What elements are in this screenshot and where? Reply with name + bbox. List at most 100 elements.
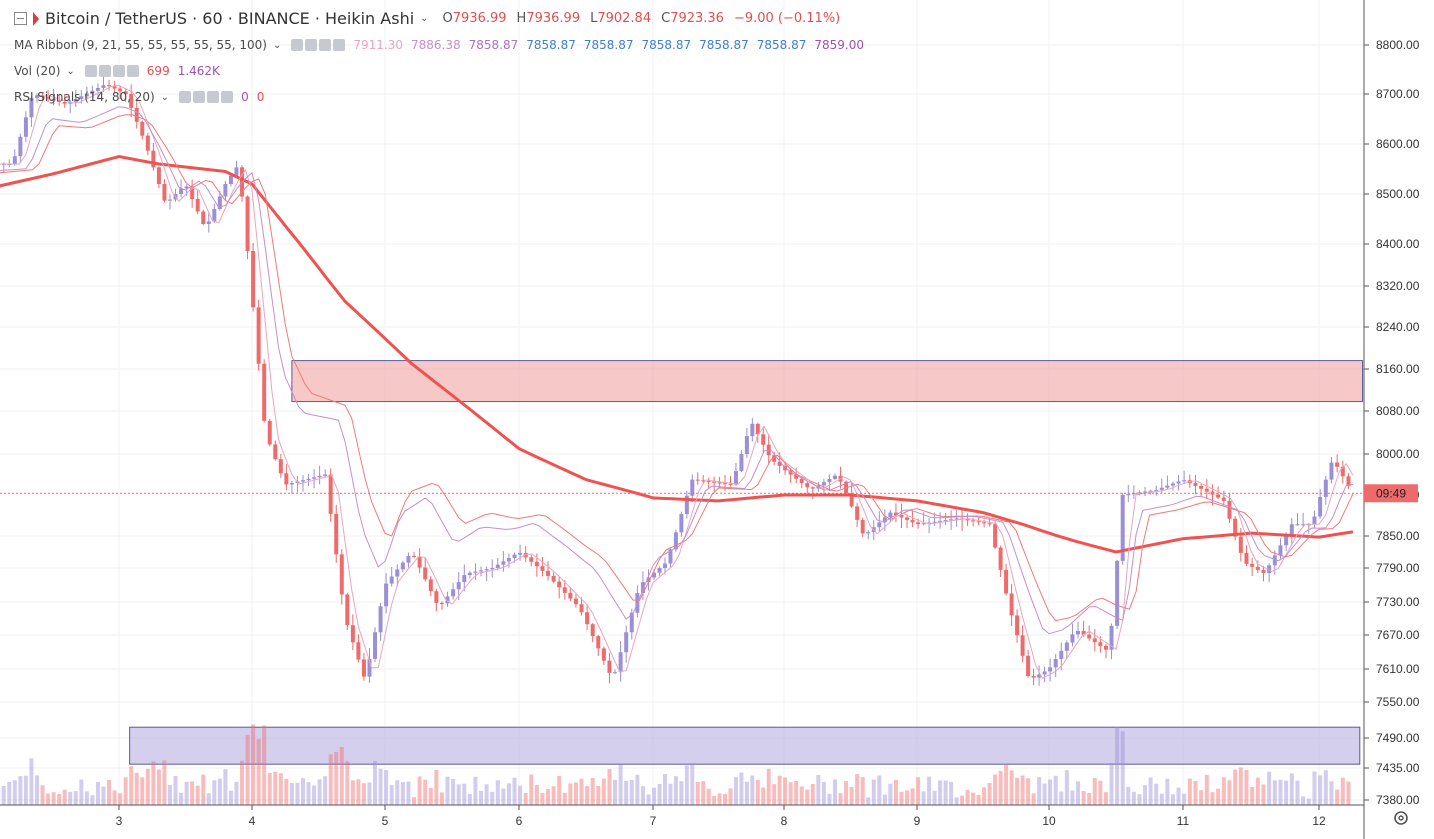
volume-bar [29, 758, 34, 805]
collapse-icon[interactable] [14, 12, 27, 25]
visibility-icon[interactable] [291, 39, 304, 51]
ohlc-l: L7902.84 [590, 11, 652, 26]
candle-body [1335, 462, 1340, 467]
volume-bar [739, 772, 744, 805]
volume-bar [877, 775, 882, 805]
visibility-icon[interactable] [179, 91, 192, 103]
price-tick-label: 7550.00 [1376, 695, 1420, 709]
indicator-tools[interactable] [291, 39, 346, 51]
chevron-down-icon[interactable]: ⌄ [272, 39, 282, 51]
chevron-down-icon[interactable]: ⌄ [66, 65, 75, 77]
candle-body [618, 652, 623, 673]
indicator-tools[interactable] [84, 65, 139, 77]
candle-body [640, 582, 645, 594]
volume-bar [107, 779, 112, 805]
settings-icon[interactable] [98, 65, 111, 77]
volume-bar [635, 774, 640, 805]
price-tick-label: 8800.00 [1376, 38, 1420, 52]
price-tick-label: 8080.00 [1376, 404, 1420, 418]
indicator-name[interactable]: MA Ribbon (9, 21, 55, 55, 55, 55, 55, 10… [14, 38, 267, 52]
volume-bar [1170, 794, 1175, 805]
volume-bar [1329, 781, 1334, 805]
volume-bar [1306, 798, 1311, 805]
visibility-icon[interactable] [84, 65, 97, 77]
candle-body [810, 487, 815, 489]
settings-icon[interactable] [193, 91, 206, 103]
indicator-name[interactable]: Vol (20) [14, 64, 61, 78]
indicator-value: 7886.38 [410, 38, 461, 52]
volume-bar [783, 777, 788, 805]
candle-body [151, 150, 156, 168]
volume-bar [400, 782, 405, 805]
source-icon[interactable] [112, 65, 125, 77]
volume-bar [744, 781, 749, 805]
candle-body [679, 514, 684, 533]
volume-bar [712, 795, 717, 805]
price-tick-label: 7380.00 [1376, 793, 1420, 807]
candle-body [267, 420, 272, 445]
volume-bar [34, 775, 39, 805]
candle-body [663, 563, 668, 568]
candle-body [361, 659, 366, 677]
indicator-legend[interactable]: Vol (20) ⌄ 699 1.462K [14, 64, 220, 78]
candle-body [1148, 490, 1153, 492]
candle-body [551, 575, 556, 582]
price-tick-label: 7730.00 [1376, 595, 1420, 609]
gear-icon[interactable] [1394, 811, 1408, 825]
volume-bar [663, 774, 668, 805]
candle-body [733, 471, 738, 485]
volume-bar [982, 787, 987, 805]
indicator-legend[interactable]: MA Ribbon (9, 21, 55, 55, 55, 55, 55, 10… [14, 38, 864, 52]
indicator-legend[interactable]: RSI Signals (14, 80, 20) ⌄ 0 0 [14, 90, 264, 104]
volume-bar [927, 776, 932, 805]
settings-icon[interactable] [305, 39, 318, 51]
volume-bar [1004, 764, 1009, 805]
volume-bar [506, 783, 511, 805]
source-icon[interactable] [319, 39, 332, 51]
candle-body [1238, 536, 1243, 553]
exchange-logo-icon [33, 11, 39, 26]
chevron-down-icon[interactable]: ⌄ [420, 13, 429, 24]
indicator-name[interactable]: RSI Signals (14, 80, 20) [14, 90, 155, 104]
candle-body [184, 186, 189, 189]
volume-bar [118, 793, 123, 805]
symbol-header[interactable]: Bitcoin / TetherUS · 60 · BINANCE · Heik… [14, 9, 840, 28]
volume-bar [596, 785, 601, 805]
candle-body [893, 512, 898, 516]
candle-body [761, 434, 766, 445]
indicator-tools[interactable] [179, 91, 234, 103]
symbol-title[interactable]: Bitcoin / TetherUS · 60 · BINANCE · Heik… [45, 9, 415, 28]
last-price-tag-bg [1364, 484, 1418, 503]
candle-body [998, 547, 1003, 570]
chevron-down-icon[interactable]: ⌄ [160, 91, 170, 103]
volume-bar [228, 790, 233, 805]
volume-bar [695, 782, 700, 805]
time-axis[interactable]: 3 4 5 6 7 8 9 10 11 12 [0, 804, 1364, 828]
volume-bar [12, 780, 17, 805]
price-tick-label: 8700.00 [1376, 87, 1420, 101]
volume-bar [334, 751, 339, 805]
volume-bar [267, 772, 272, 805]
candle-body [367, 658, 372, 677]
candle-body [345, 594, 350, 626]
source-icon[interactable] [207, 91, 220, 103]
volume-bar [766, 768, 771, 805]
candle-body [306, 478, 311, 481]
volume-bar [1042, 783, 1047, 805]
last-price-tag-text: 09:49 [1376, 486, 1406, 500]
close-icon[interactable] [126, 65, 139, 77]
volume-bar [1233, 769, 1238, 805]
price-axis[interactable]: 8800.00 8700.00 8600.00 8500.00 8400.00 8320.… [1363, 0, 1420, 839]
candle-body [107, 85, 112, 87]
close-icon[interactable] [221, 91, 234, 103]
volume-bar [551, 786, 556, 805]
volume-bar [1267, 771, 1272, 805]
candle-body [1053, 659, 1058, 668]
close-icon[interactable] [333, 39, 346, 51]
volume-bar [51, 792, 56, 805]
volume-bar [1, 786, 6, 805]
volume-bar [40, 785, 45, 805]
volume-bar [179, 792, 184, 805]
volume-bar [406, 781, 411, 805]
